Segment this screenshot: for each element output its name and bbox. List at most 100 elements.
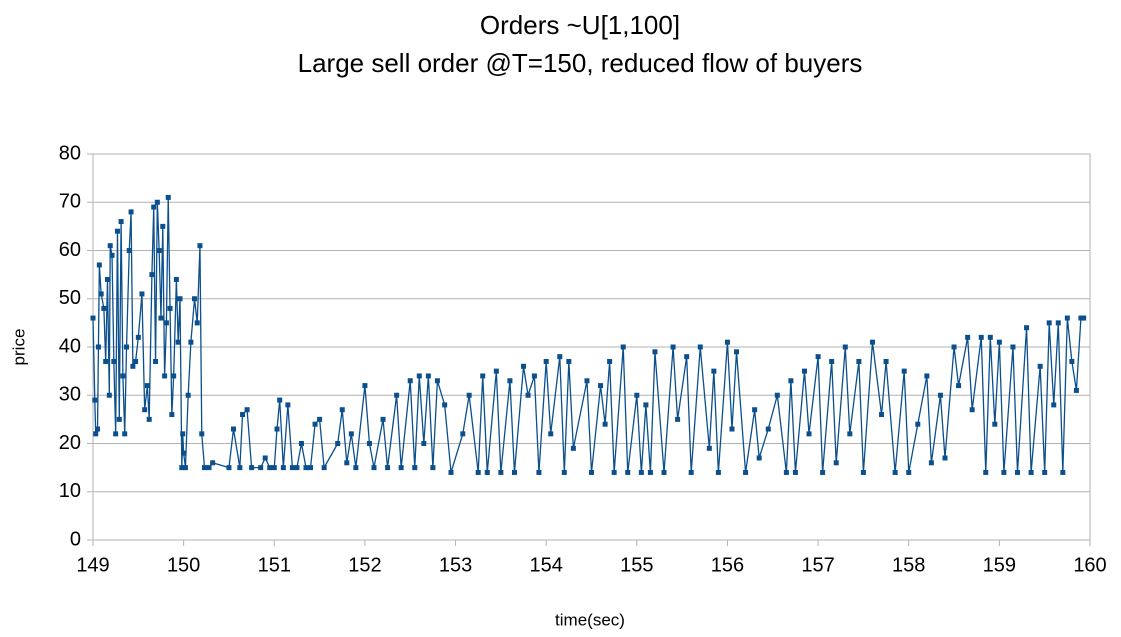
marker: [942, 455, 948, 461]
marker: [96, 262, 102, 268]
marker: [308, 465, 314, 471]
marker: [638, 469, 644, 475]
marker: [992, 421, 998, 427]
marker: [109, 252, 115, 258]
y-tick-label: 20: [59, 432, 81, 454]
price-line: [92, 197, 1084, 473]
marker: [197, 243, 203, 249]
y-tick-label: 40: [59, 335, 81, 357]
marker: [122, 431, 128, 437]
marker: [113, 431, 119, 437]
marker: [466, 392, 472, 398]
marker: [146, 416, 152, 422]
marker: [743, 469, 749, 475]
marker: [647, 469, 653, 475]
marker: [484, 469, 490, 475]
marker: [1064, 315, 1070, 321]
y-tick-label: 30: [59, 384, 81, 406]
marker: [366, 441, 372, 446]
marker: [602, 421, 608, 427]
marker: [348, 431, 354, 437]
marker: [167, 305, 173, 311]
marker: [983, 469, 989, 475]
marker: [511, 469, 517, 475]
marker: [507, 378, 513, 384]
marker: [226, 465, 232, 471]
marker: [111, 358, 117, 364]
marker: [1073, 387, 1079, 393]
marker: [536, 469, 542, 475]
marker: [294, 465, 300, 471]
marker: [289, 465, 295, 471]
x-tick-label: 154: [529, 554, 562, 576]
marker: [124, 344, 130, 350]
marker: [498, 469, 504, 475]
marker: [806, 431, 812, 437]
marker: [156, 248, 162, 253]
marker: [548, 431, 554, 437]
marker: [380, 416, 386, 422]
marker: [177, 296, 183, 302]
marker: [277, 397, 283, 403]
x-tick-label: 156: [711, 554, 744, 576]
marker: [180, 431, 186, 437]
marker: [425, 373, 431, 379]
marker: [128, 209, 134, 215]
marker: [1051, 402, 1057, 408]
marker: [271, 465, 277, 471]
marker: [634, 392, 640, 398]
marker: [557, 354, 563, 360]
marker: [144, 383, 150, 389]
marker: [1001, 469, 1007, 475]
marker: [670, 344, 676, 350]
marker: [566, 358, 572, 364]
y-tick-label: 70: [59, 191, 81, 213]
x-tick-label: 155: [620, 554, 653, 576]
marker: [675, 416, 681, 422]
marker: [765, 426, 771, 432]
marker: [154, 199, 160, 205]
marker: [321, 465, 327, 471]
marker: [139, 291, 145, 297]
marker: [1028, 469, 1034, 475]
marker: [1060, 469, 1066, 475]
marker: [303, 465, 309, 471]
marker: [847, 431, 853, 437]
x-tick-label: 157: [801, 554, 834, 576]
marker: [525, 392, 531, 398]
marker: [339, 407, 345, 413]
x-tick-label: 150: [167, 554, 200, 576]
marker: [165, 194, 171, 200]
marker: [531, 373, 537, 379]
marker: [801, 368, 807, 374]
marker: [237, 465, 243, 471]
marker: [842, 344, 848, 350]
marker: [869, 339, 875, 345]
marker: [249, 465, 255, 471]
marker: [135, 334, 141, 340]
marker: [118, 219, 124, 225]
marker: [561, 469, 567, 475]
marker: [892, 469, 898, 475]
marker: [570, 445, 576, 451]
marker: [317, 416, 323, 422]
marker: [521, 363, 527, 369]
marker: [987, 334, 993, 340]
marker: [815, 354, 821, 360]
marker: [230, 426, 236, 432]
marker: [611, 469, 617, 475]
marker: [589, 469, 594, 475]
marker: [312, 421, 318, 427]
marker: [643, 402, 649, 408]
marker: [430, 465, 436, 471]
marker: [475, 469, 481, 475]
marker: [274, 426, 280, 432]
marker: [163, 320, 169, 326]
x-tick-label: 151: [258, 554, 291, 576]
marker: [185, 392, 191, 398]
marker: [344, 460, 350, 466]
marker: [951, 344, 957, 350]
marker: [98, 291, 104, 297]
marker: [734, 349, 740, 355]
marker: [1042, 469, 1048, 475]
